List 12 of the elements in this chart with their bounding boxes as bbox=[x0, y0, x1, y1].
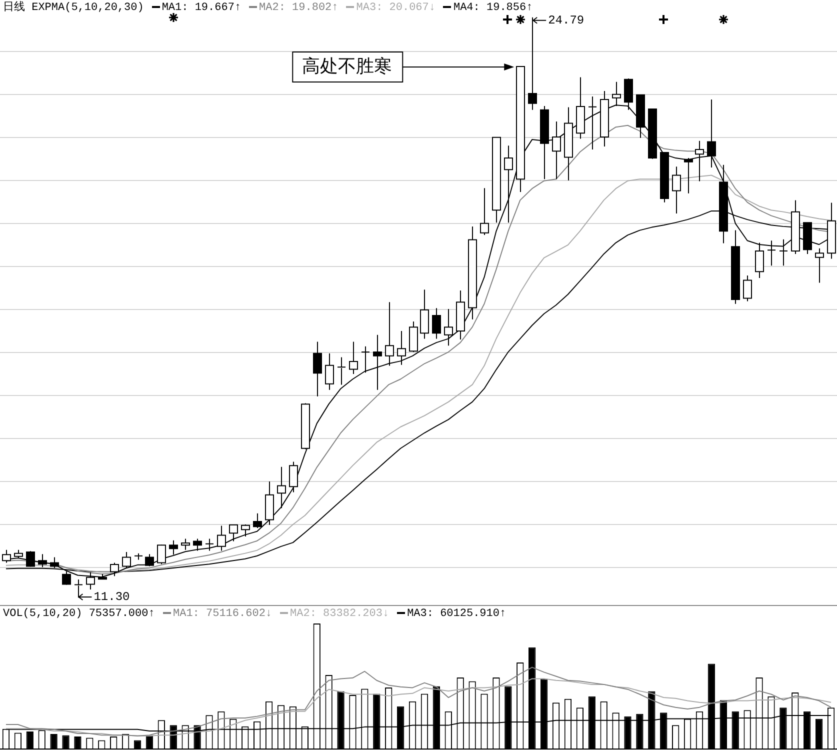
annotation: 24.79 bbox=[548, 14, 584, 28]
annotation: 11.30 bbox=[94, 590, 130, 604]
legend-label: MA2: 83382.203↓ bbox=[290, 608, 390, 620]
legend-label: MA3: 60125.910↑ bbox=[407, 608, 506, 620]
chart-title: 日线 EXPMA(5,10,20,30) bbox=[3, 1, 144, 16]
legend-label: MA1: 19.667↑ bbox=[162, 2, 242, 14]
chart-title: VOL(5,10,20) 75357.000↑ bbox=[3, 607, 155, 622]
legend-label: MA2: 19.802↑ bbox=[259, 2, 338, 14]
legend-label: MA3: 20.067↓ bbox=[356, 2, 436, 14]
annotation: 高处不胜寒 bbox=[302, 56, 392, 76]
legend-label: MA1: 75116.602↓ bbox=[173, 608, 272, 620]
legend-label: MA4: 19.856↑ bbox=[453, 2, 533, 14]
